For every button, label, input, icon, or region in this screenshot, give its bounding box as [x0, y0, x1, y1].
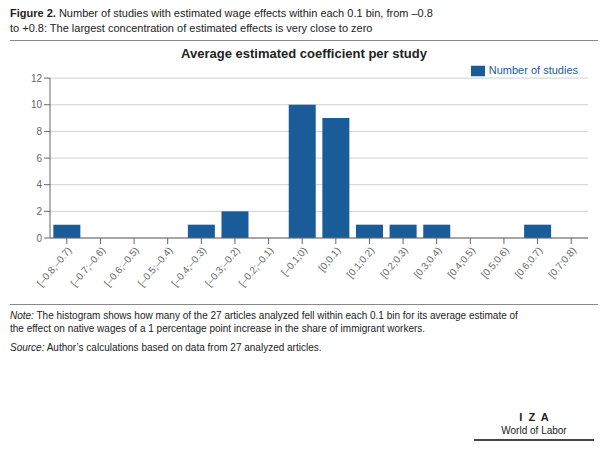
html-text:Note: The histogram shows how: Note: The histogram shows how many of th…: [10, 310, 518, 321]
html-text:Source: Author’s calculations: Source: Author’s calculations based on d…: [10, 342, 322, 353]
html-text:Figure 2. Number of studies wi: Figure 2. Number of studies with estimat…: [10, 7, 433, 19]
svg-text:6: 6: [36, 153, 42, 164]
svg-text:[0;0.1): [0;0.1): [316, 245, 343, 274]
svg-text:12: 12: [31, 73, 43, 84]
svg-text:[–0.5;–0.4): [–0.5;–0.4): [135, 244, 175, 289]
svg-text:8: 8: [36, 126, 42, 137]
html-text:the effect on native wages of: the effect on native wages of a 1 percen…: [10, 323, 426, 334]
svg-text:10: 10: [31, 99, 43, 110]
svg-text:[0.7;0.8): [0.7;0.8): [546, 245, 578, 280]
svg-text:[0.3;0.4): [0.3;0.4): [412, 245, 444, 280]
svg-text:[–0.3;–0.2): [–0.3;–0.2): [202, 244, 242, 289]
svg-text:0: 0: [36, 233, 42, 244]
svg-text:[–0.4;–0.3): [–0.4;–0.3): [169, 244, 209, 289]
html-text:Average estimated coefficient: Average estimated coefficient per study: [181, 46, 427, 61]
html-text:World of Labor: World of Labor: [501, 425, 567, 436]
svg-text:[0.4;0.5): [0.4;0.5): [445, 245, 477, 280]
svg-text:[0.2;0.3): [0.2;0.3): [378, 245, 410, 280]
svg-text:[0.1;0.2): [0.1;0.2): [344, 245, 376, 280]
svg-text:[–0.7;–0.6): [–0.7;–0.6): [68, 244, 108, 289]
svg-text:4: 4: [36, 179, 42, 190]
svg-text:[0.5;0.6): [0.5;0.6): [479, 245, 511, 280]
svg-text:[–0.2;–0.1): [–0.2;–0.1): [236, 245, 275, 289]
svg-text:[–0.1;0): [–0.1;0): [279, 245, 309, 278]
html-text:Number of studies: Number of studies: [488, 64, 578, 76]
html-text:I Z A: I Z A: [519, 411, 549, 423]
html-text:to +0.8: The largest concentra: to +0.8: The largest concentration of es…: [10, 22, 373, 34]
svg-text:2: 2: [36, 206, 42, 217]
svg-text:[–0.8;–0.7): [–0.8;–0.7): [34, 244, 74, 289]
svg-text:[–0.6;–0.5): [–0.6;–0.5): [101, 244, 141, 289]
svg-text:[0.6;0.7): [0.6;0.7): [513, 245, 545, 280]
